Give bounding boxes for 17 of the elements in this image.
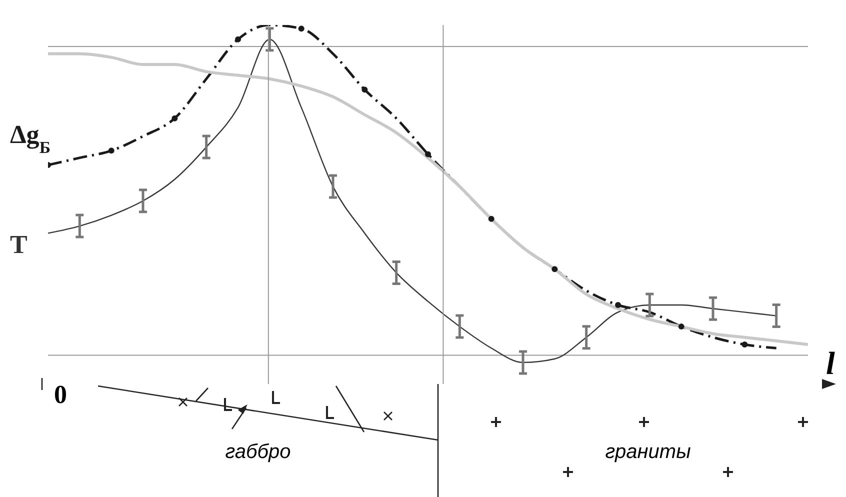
series-label: T (10, 230, 28, 259)
point (298, 26, 304, 32)
point (108, 148, 114, 154)
point (678, 324, 684, 330)
point (742, 342, 748, 348)
text: граниты (605, 441, 692, 463)
series-label: Δg$_{Б}$ (10, 120, 50, 156)
point (552, 266, 558, 272)
point (425, 151, 431, 158)
point (362, 86, 368, 93)
point (488, 216, 494, 222)
point (235, 36, 241, 42)
x-axis-title: l (826, 345, 835, 381)
text: габбро (225, 441, 291, 463)
point (172, 115, 178, 122)
annotation: 0 (54, 380, 67, 409)
point (615, 302, 621, 308)
